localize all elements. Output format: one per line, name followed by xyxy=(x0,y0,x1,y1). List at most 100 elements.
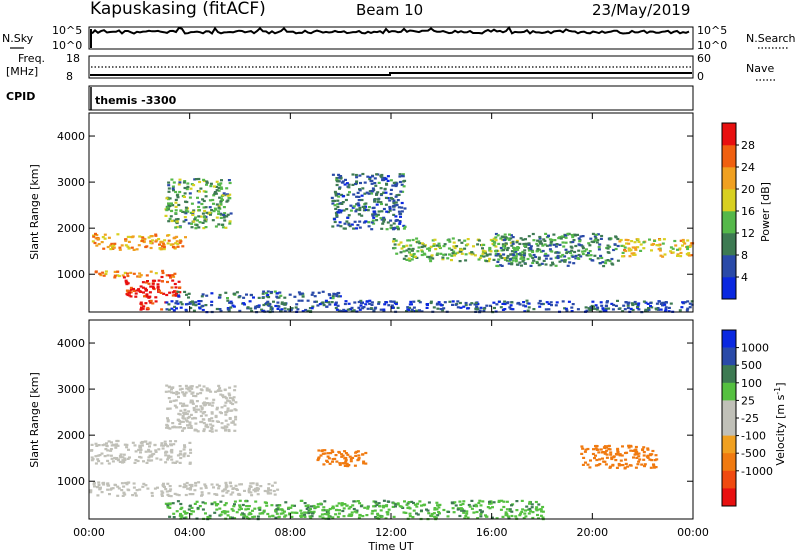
heatmap-cell xyxy=(680,306,684,309)
heatmap-cell xyxy=(116,274,120,277)
heatmap-cell xyxy=(389,224,393,227)
heatmap-cell xyxy=(260,308,264,311)
heatmap-cell xyxy=(166,493,170,496)
heatmap-cell xyxy=(605,301,609,304)
heatmap-cell xyxy=(524,509,527,512)
heatmap-cell xyxy=(146,280,149,283)
heatmap-cell xyxy=(408,306,412,309)
heatmap-cell xyxy=(129,288,133,291)
heatmap-cell xyxy=(481,249,485,252)
heatmap-cell xyxy=(164,451,167,454)
heatmap-cell xyxy=(472,504,476,507)
heatmap-cell xyxy=(123,443,127,446)
heatmap-cell xyxy=(175,194,179,197)
heatmap-cell xyxy=(467,503,471,507)
heatmap-cell xyxy=(538,248,542,251)
heatmap-cell xyxy=(150,454,154,457)
heatmap-cell xyxy=(370,221,374,224)
heatmap-cell xyxy=(433,507,437,510)
heatmap-cell xyxy=(395,194,399,197)
heatmap-cell xyxy=(206,402,209,405)
heatmap-cell xyxy=(410,303,413,306)
heatmap-cell xyxy=(401,173,405,176)
heatmap-cell xyxy=(222,427,226,430)
heatmap-cell xyxy=(201,501,205,504)
heatmap-cell xyxy=(303,511,307,514)
heatmap-cell xyxy=(199,414,203,418)
heatmap-cell xyxy=(483,250,487,253)
heatmap-cell xyxy=(129,271,133,274)
heatmap-cell xyxy=(623,308,627,311)
heatmap-cell xyxy=(284,501,288,504)
heatmap-cell xyxy=(96,486,99,489)
heatmap-cell xyxy=(678,247,682,250)
cpid-frame xyxy=(88,85,694,111)
heatmap-cell xyxy=(335,508,339,512)
heatmap-cell xyxy=(162,482,165,485)
heatmap-cell xyxy=(379,217,383,220)
heatmap-cell xyxy=(210,430,214,433)
heatmap-cell xyxy=(594,304,598,307)
heatmap-cell xyxy=(213,192,217,195)
heatmap-cell xyxy=(509,237,513,240)
heatmap-cell xyxy=(174,190,178,194)
heatmap-cell xyxy=(201,412,205,415)
heatmap-cell xyxy=(488,500,491,503)
heatmap-cell xyxy=(544,252,548,255)
heatmap-cell xyxy=(621,445,624,448)
heatmap-cell xyxy=(515,253,519,256)
heatmap-cell xyxy=(251,516,255,519)
heatmap-cell xyxy=(164,443,168,447)
heatmap-cell xyxy=(401,190,405,193)
heatmap-cell xyxy=(167,187,171,190)
heatmap-cell xyxy=(123,493,127,496)
heatmap-cell xyxy=(213,191,217,194)
heatmap-cell xyxy=(217,389,221,392)
heatmap-cell xyxy=(406,502,410,505)
heatmap-cell xyxy=(280,308,284,311)
heatmap-cell xyxy=(149,450,153,453)
heatmap-cell xyxy=(535,261,539,264)
heatmap-cell xyxy=(165,274,169,277)
heatmap-cell xyxy=(311,305,315,308)
heatmap-cell xyxy=(623,466,627,469)
heatmap-cell xyxy=(599,254,603,257)
heatmap-cell xyxy=(530,506,534,509)
heatmap-cell xyxy=(530,249,534,252)
heatmap-cell xyxy=(363,192,367,195)
heatmap-cell xyxy=(170,448,174,452)
heatmap-cell xyxy=(520,510,524,513)
heatmap-cell xyxy=(501,245,505,248)
heatmap-cell xyxy=(377,210,381,213)
heatmap-cell xyxy=(372,500,376,503)
heatmap-cell xyxy=(355,208,359,211)
heatmap-cell xyxy=(208,199,212,202)
heatmap-cell xyxy=(123,271,127,274)
heatmap-cell xyxy=(149,240,153,243)
heatmap-cell xyxy=(276,488,280,491)
heatmap-cell xyxy=(343,464,347,467)
heatmap-cell xyxy=(485,515,489,518)
heatmap-cell xyxy=(160,275,164,279)
heatmap-cell xyxy=(223,504,227,507)
heatmap-cell xyxy=(194,484,198,487)
heatmap-cell xyxy=(231,421,235,424)
heatmap-cell xyxy=(633,300,637,304)
heatmap-cell xyxy=(249,307,253,310)
x-tick-label: 20:00 xyxy=(576,526,608,539)
heatmap-cell xyxy=(616,447,620,450)
heatmap-cell xyxy=(395,301,398,304)
heatmap-cell xyxy=(346,216,350,219)
heatmap-cell xyxy=(232,305,236,308)
heatmap-cell xyxy=(256,515,260,518)
heatmap-cell xyxy=(588,466,592,469)
heatmap-cell xyxy=(171,274,175,277)
heatmap-cell xyxy=(522,254,526,257)
heatmap-cell xyxy=(391,184,395,187)
heatmap-cell xyxy=(385,504,389,507)
heatmap-cell xyxy=(116,485,120,488)
heatmap-cell xyxy=(122,276,126,279)
heatmap-cell xyxy=(570,254,574,257)
heatmap-cell xyxy=(349,460,353,463)
heatmap-cell xyxy=(234,484,238,487)
